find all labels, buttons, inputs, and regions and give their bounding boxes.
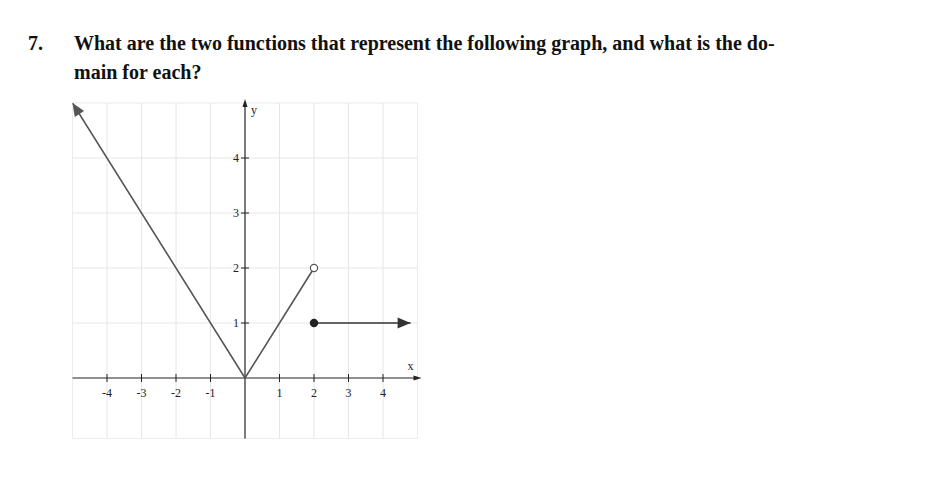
x-tick-label: 3 [346, 386, 352, 400]
x-tick [383, 374, 384, 382]
x-tick-label: -2 [171, 386, 181, 400]
series-line [73, 103, 315, 378]
x-tick [176, 374, 177, 382]
question-line: What are the two functions that represen… [74, 32, 775, 55]
x-tick [279, 374, 280, 382]
x-tick-label: 1 [277, 386, 283, 400]
chart: -4 -3 -2 -1 1 2 3 4 1 2 3 4 y x [73, 99, 422, 439]
series-line [314, 322, 411, 324]
grid-line-y [73, 213, 418, 214]
line-arrowhead [73, 103, 85, 117]
x-tick [314, 374, 315, 382]
x-tick-label: -1 [206, 386, 216, 400]
y-axis [244, 103, 245, 439]
y-tick-label: 4 [233, 151, 239, 165]
x-tick-label: -3 [137, 386, 147, 400]
x-tick-label: 4 [380, 386, 386, 400]
page: 7. What are the two functions that repres… [0, 0, 946, 478]
question-number: 7. [28, 32, 43, 54]
question-line: main for each? [74, 61, 201, 83]
y-tick-label: 3 [233, 206, 239, 220]
y-tick [241, 323, 249, 324]
x-tick [107, 374, 108, 382]
line-arrowhead [398, 318, 411, 329]
y-tick [241, 158, 249, 159]
y-axis-label: y [251, 103, 257, 117]
x-tick-label: 2 [311, 386, 317, 400]
grid-line-y [73, 268, 418, 269]
background [0, 0, 946, 478]
plot-area [73, 103, 411, 378]
grid-line-y [73, 323, 418, 324]
y-tick [241, 213, 249, 214]
y-tick-label: 1 [233, 316, 239, 330]
x-tick [210, 374, 211, 382]
x-axis-label: x [408, 359, 414, 373]
x-tick [141, 374, 142, 382]
grid-line-y [73, 158, 418, 159]
markers [73, 103, 411, 329]
y-tick [241, 268, 249, 269]
y-tick-label: 2 [233, 261, 239, 275]
y-axis-arrow [243, 99, 248, 107]
open-endpoint [310, 264, 317, 271]
x-tick-label: -4 [102, 386, 112, 400]
plot-frame [73, 103, 418, 439]
x-tick [348, 374, 349, 382]
closed-endpoint [310, 319, 317, 326]
x-axis-arrow [414, 376, 422, 381]
